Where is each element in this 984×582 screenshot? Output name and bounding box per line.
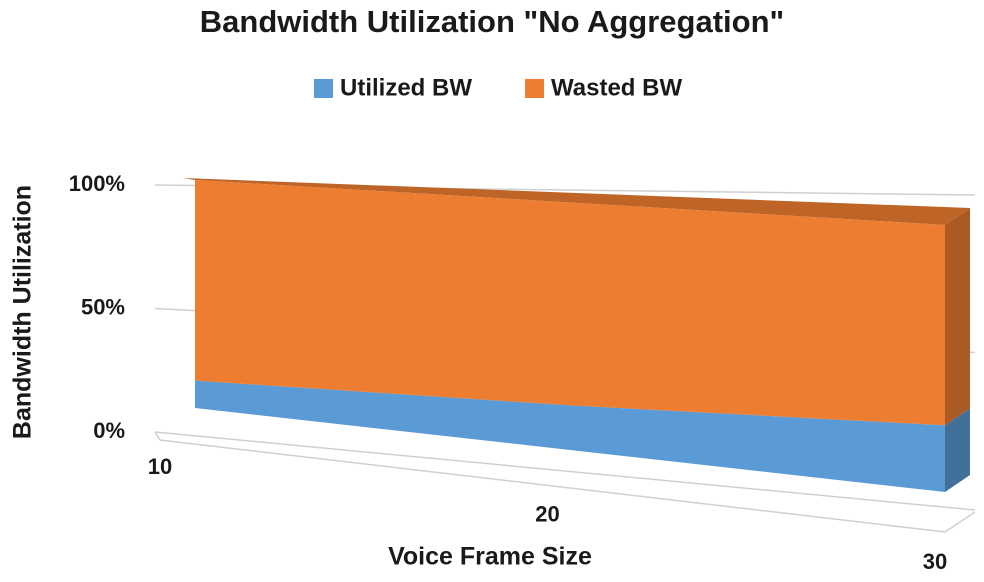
top-face (183, 178, 970, 225)
legend-label: Wasted BW (551, 74, 682, 101)
x-axis-title: Voice Frame Size (388, 543, 592, 571)
chart-title: Bandwidth Utilization "No Aggregation" (200, 4, 784, 39)
x-tick-label: 30 (923, 549, 947, 574)
x-tick-label: 10 (148, 454, 172, 479)
y-tick-label: 100% (69, 171, 125, 196)
area (195, 380, 945, 492)
y-tick-label: 50% (81, 294, 125, 319)
area (195, 180, 945, 426)
x-tick-label: 20 (535, 501, 559, 526)
y-axis-title: Bandwidth Utilization (9, 185, 37, 439)
side-face (945, 208, 970, 426)
legend-label: Utilized BW (340, 74, 472, 101)
y-tick-label: 0% (93, 418, 125, 443)
legend-swatch (314, 79, 333, 98)
grid-line (154, 431, 976, 511)
legend-swatch (525, 79, 544, 98)
side-face (945, 408, 970, 492)
floor-edge (154, 431, 976, 533)
